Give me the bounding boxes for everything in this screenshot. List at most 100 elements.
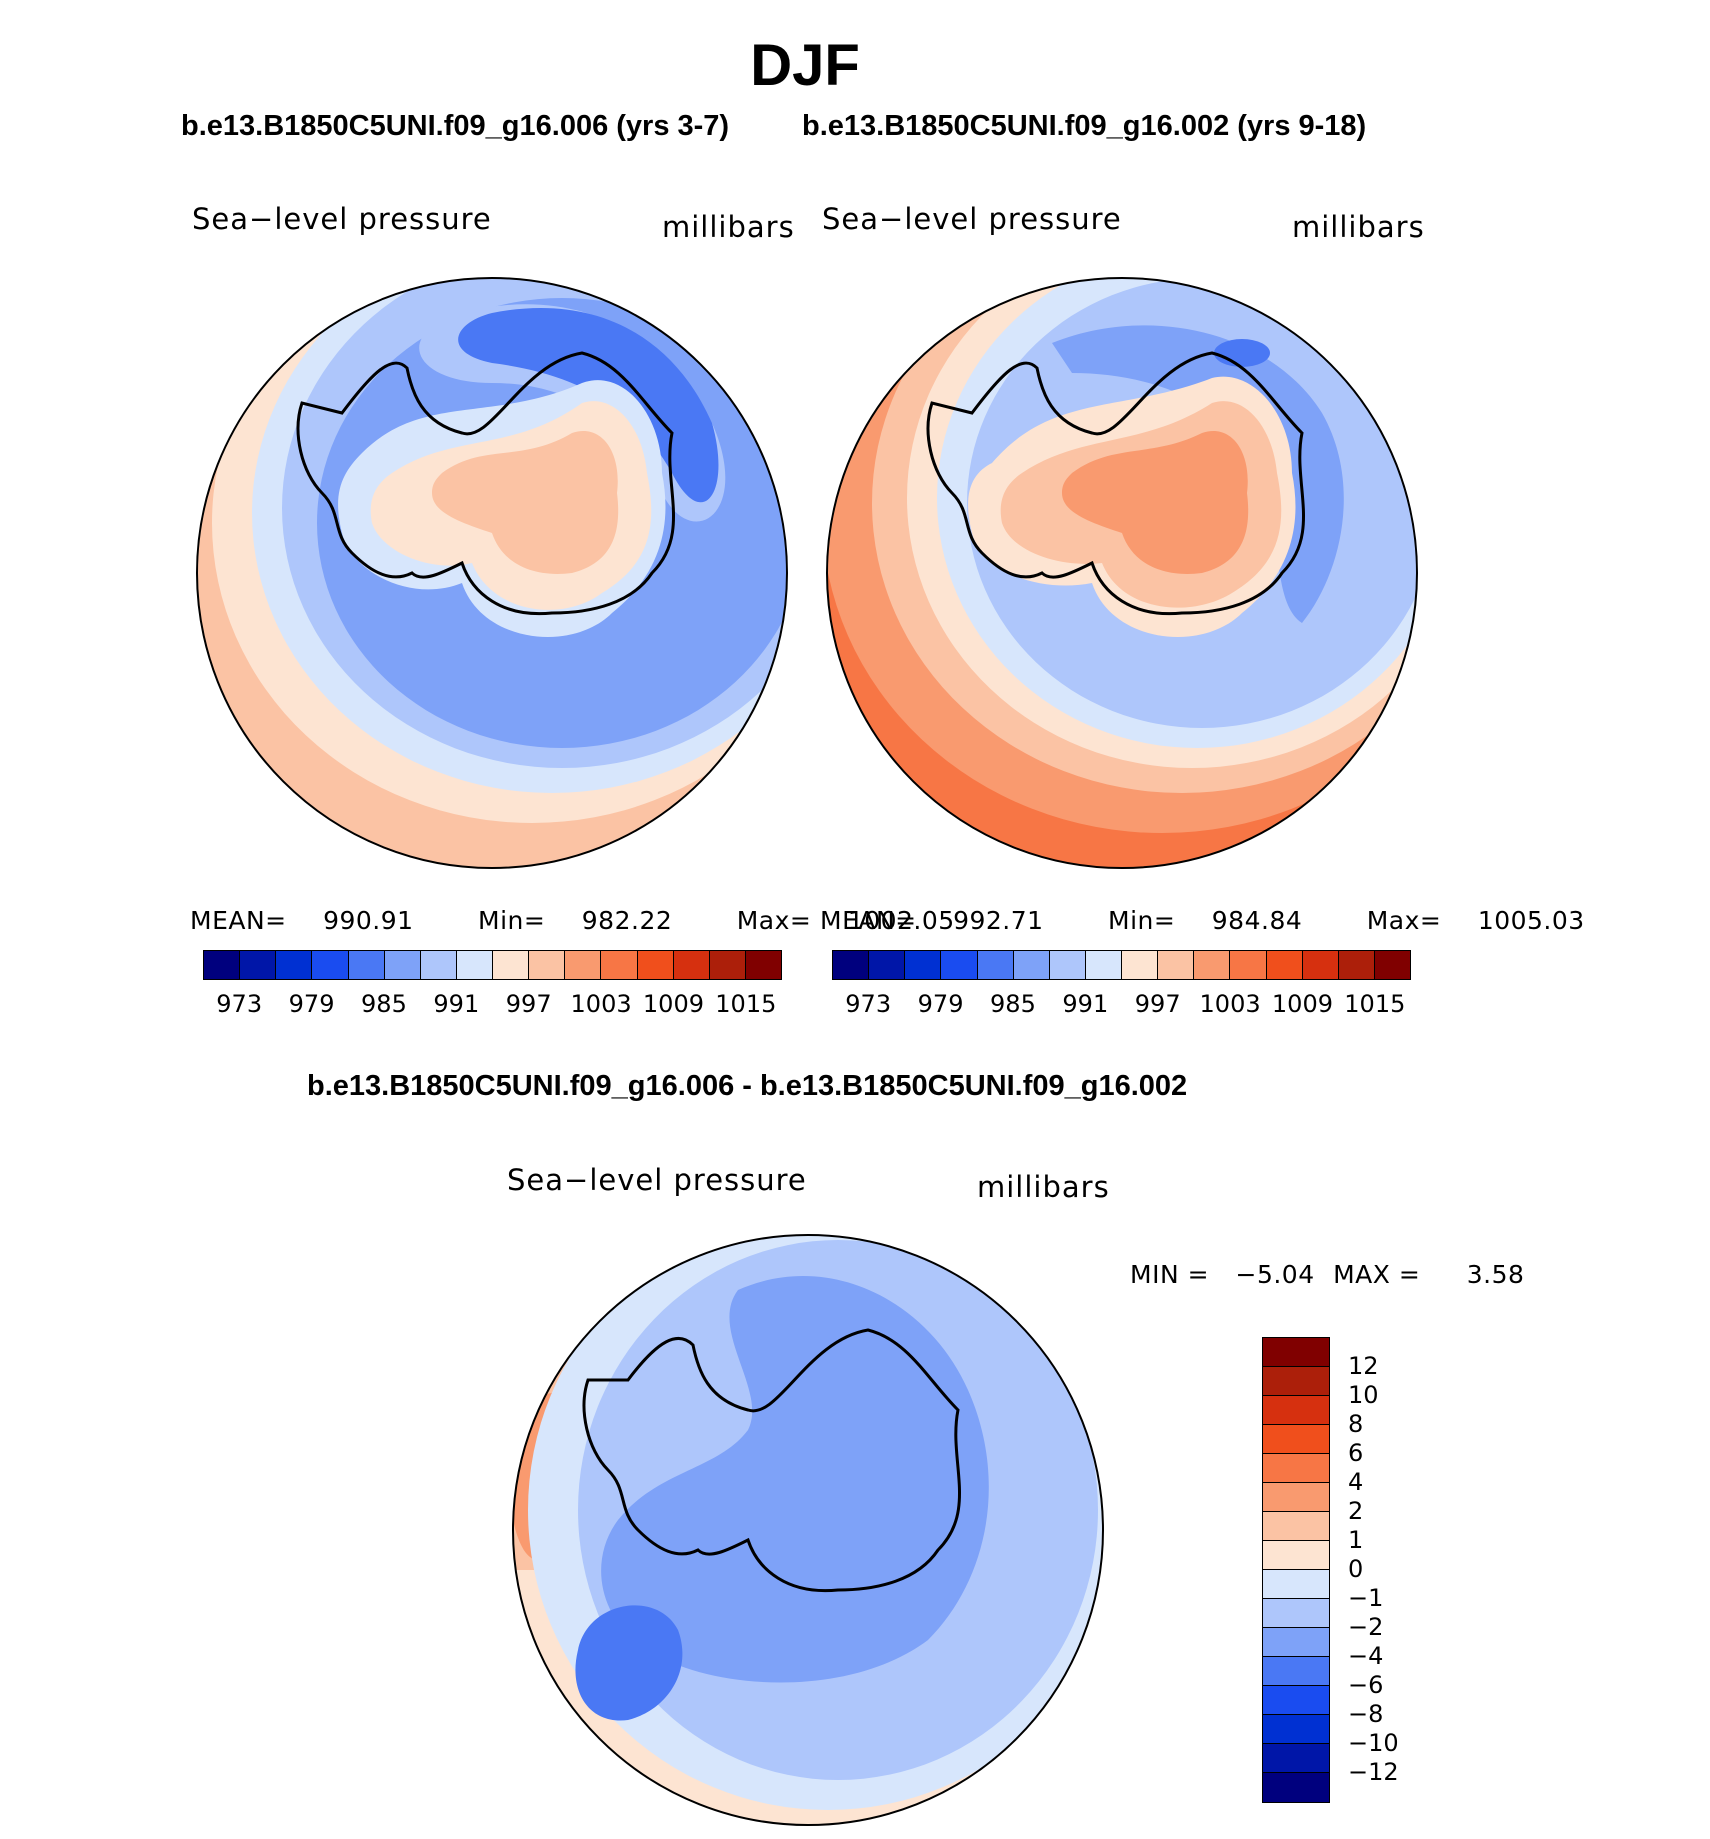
colorbar-tick-label: −12	[1348, 1758, 1399, 1786]
colorbar-tick-label: 0	[1348, 1555, 1364, 1583]
colorbar-tick-label: 979	[917, 990, 964, 1018]
stats-right: MEAN= 992.71 Min= 984.84 Max= 1005.03	[820, 906, 1613, 935]
colorbar-ticks-left: 973 979 985 991 997 1003 1009 1015	[203, 990, 780, 1020]
map-panel-left	[196, 277, 788, 869]
colorbar-swatch	[1263, 1570, 1329, 1599]
colorbar-swatch	[493, 951, 530, 979]
units-label-left: millibars	[662, 210, 795, 244]
units-label-diff: millibars	[977, 1170, 1110, 1204]
colorbar-tick-label: 985	[361, 990, 407, 1018]
antarctica-coastline	[296, 351, 675, 616]
stats-left: MEAN= 990.91 Min= 982.22 Max= 1002.05	[190, 906, 983, 935]
colorbar-tick-label: 6	[1348, 1439, 1364, 1467]
mean-stat: MEAN= 990.91	[190, 906, 414, 935]
colorbar-swatch	[1263, 1338, 1329, 1367]
max-stat: Max= 1005.03	[1366, 906, 1585, 935]
colorbar-tick-label: 991	[433, 990, 480, 1018]
diff-case-title: b.e13.B1850C5UNI.f09_g16.006 - b.e13.B18…	[307, 1070, 1188, 1102]
colorbar-tick-label: 1015	[1344, 990, 1406, 1018]
colorbar-swatch	[1263, 1628, 1329, 1657]
colorbar-swatch	[1263, 1744, 1329, 1773]
colorbar-ticks-right: 973 979 985 991 997 1003 1009 1015	[832, 990, 1409, 1020]
colorbar-swatch	[1013, 951, 1050, 979]
colorbar-tick-label: 997	[1134, 990, 1181, 1018]
min-stat: Min= 982.22	[478, 906, 673, 935]
colorbar-swatch	[673, 951, 710, 979]
map-boundary	[196, 277, 788, 869]
variable-label-right: Sea−level pressure	[822, 202, 1122, 236]
colorbar-tick-label: 1	[1348, 1526, 1364, 1554]
colorbar-swatch	[1263, 1483, 1329, 1512]
colorbar-swatch	[941, 951, 978, 979]
colorbar-tick-label: −8	[1348, 1700, 1384, 1728]
colorbar-swatch	[977, 951, 1014, 979]
colorbar-swatch	[1263, 1512, 1329, 1541]
colorbar-swatch	[1263, 1686, 1329, 1715]
colorbar-right	[832, 950, 1411, 980]
colorbar-swatch	[1049, 951, 1086, 979]
colorbar-tick-label: −10	[1348, 1729, 1399, 1757]
max-stat: Max= 1002.05	[736, 906, 955, 935]
colorbar-tick-label: 1003	[570, 990, 632, 1018]
min-stat: Min= 984.84	[1108, 906, 1303, 935]
colorbar-swatch	[1263, 1773, 1329, 1802]
colorbar-diff	[1262, 1337, 1330, 1803]
colorbar-swatch	[869, 951, 906, 979]
colorbar-tick-label: 973	[845, 990, 892, 1018]
colorbar-swatch	[529, 951, 566, 979]
colorbar-swatch	[1338, 951, 1375, 979]
colorbar-swatch	[1263, 1454, 1329, 1483]
colorbar-swatch	[204, 951, 241, 979]
colorbar-left	[203, 950, 782, 980]
colorbar-tick-label: 979	[288, 990, 335, 1018]
colorbar-swatch	[348, 951, 385, 979]
map-panel-right	[826, 277, 1418, 869]
units-label-right: millibars	[1292, 210, 1425, 244]
colorbar-ticks-diff: 12 10 8 6 4 2 1 0 −1 −2 −4 −6 −8 −10 −12	[1348, 1337, 1468, 1803]
colorbar-tick-label: −6	[1348, 1671, 1384, 1699]
colorbar-swatch	[709, 951, 746, 979]
colorbar-swatch	[1263, 1599, 1329, 1628]
case-title-right: b.e13.B1850C5UNI.f09_g16.002 (yrs 9-18)	[802, 110, 1367, 142]
diff-max-value: 3.58	[1466, 1260, 1525, 1289]
colorbar-swatch	[312, 951, 349, 979]
colorbar-swatch	[1263, 1396, 1329, 1425]
colorbar-tick-label: 10	[1348, 1381, 1379, 1409]
colorbar-swatch	[420, 951, 457, 979]
colorbar-swatch	[1122, 951, 1159, 979]
colorbar-swatch	[565, 951, 602, 979]
colorbar-swatch	[240, 951, 277, 979]
colorbar-swatch	[276, 951, 313, 979]
colorbar-tick-label: 1003	[1199, 990, 1261, 1018]
colorbar-tick-label: 2	[1348, 1497, 1364, 1525]
colorbar-swatch	[905, 951, 942, 979]
colorbar-swatch	[1194, 951, 1231, 979]
figure-title: DJF	[750, 33, 860, 98]
colorbar-tick-label: 1009	[642, 990, 704, 1018]
colorbar-tick-label: 8	[1348, 1410, 1364, 1438]
diff-max-label: MAX =	[1333, 1260, 1421, 1289]
colorbar-swatch	[637, 951, 674, 979]
colorbar-tick-label: −4	[1348, 1642, 1384, 1670]
colorbar-swatch	[456, 951, 493, 979]
variable-label-diff: Sea−level pressure	[507, 1163, 807, 1197]
case-title-left: b.e13.B1850C5UNI.f09_g16.006 (yrs 3-7)	[181, 110, 730, 142]
diff-minmax: MIN = −5.04 MAX = 3.58	[1130, 1260, 1524, 1289]
colorbar-swatch	[1263, 1541, 1329, 1570]
map-boundary	[512, 1234, 1104, 1826]
colorbar-swatch	[1302, 951, 1339, 979]
colorbar-tick-label: 1009	[1271, 990, 1333, 1018]
colorbar-tick-label: 973	[216, 990, 263, 1018]
colorbar-tick-label: 12	[1348, 1352, 1379, 1380]
colorbar-tick-label: 1015	[715, 990, 777, 1018]
colorbar-tick-label: 985	[990, 990, 1036, 1018]
colorbar-swatch	[1085, 951, 1122, 979]
colorbar-swatch	[1263, 1657, 1329, 1686]
mean-stat: MEAN= 992.71	[820, 906, 1044, 935]
map-panel-diff	[512, 1234, 1104, 1826]
colorbar-tick-label: 4	[1348, 1468, 1364, 1496]
colorbar-swatch	[745, 951, 781, 979]
colorbar-tick-label: 991	[1062, 990, 1109, 1018]
colorbar-tick-label: −1	[1348, 1584, 1384, 1612]
colorbar-tick-label: −2	[1348, 1613, 1384, 1641]
